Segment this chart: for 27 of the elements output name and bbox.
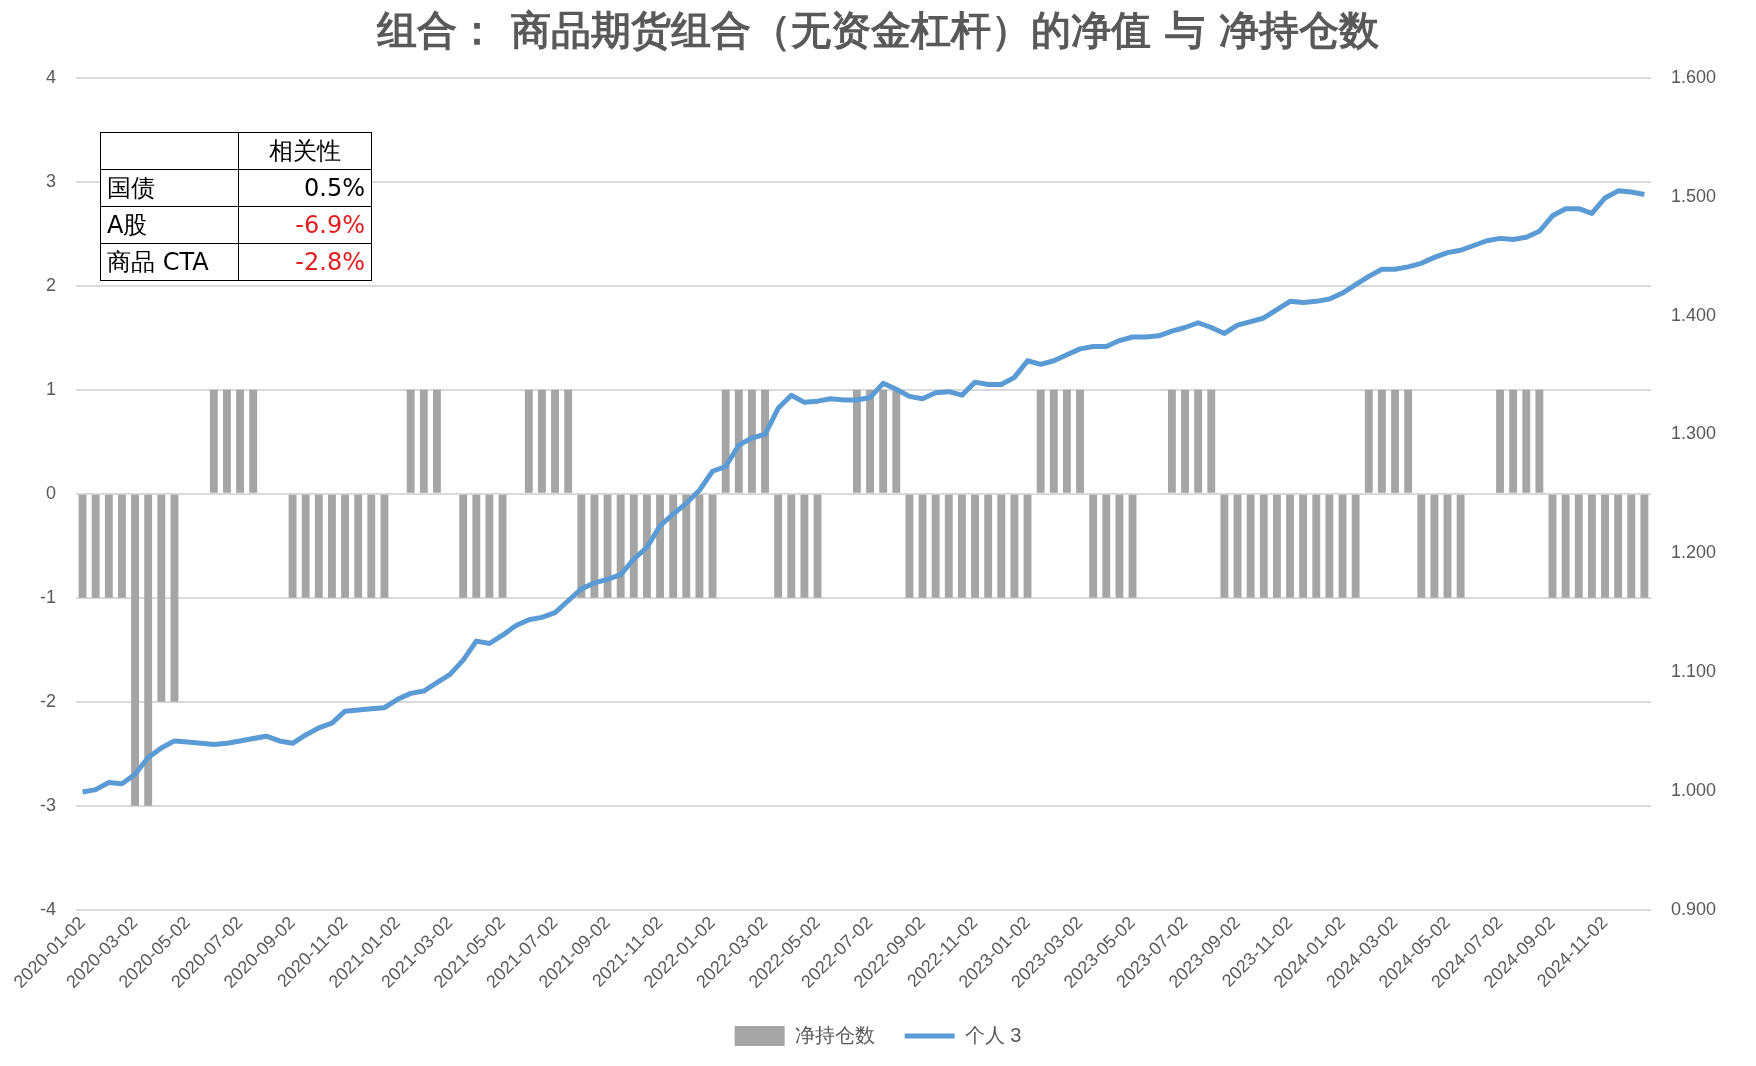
annotation: 国债: [100, 169, 239, 207]
y2-tick-label: 1.400: [1670, 304, 1716, 325]
y2-tick-label: 0.900: [1670, 898, 1716, 919]
y-tick-label: 3: [45, 170, 56, 191]
legend-label: 净持仓数: [794, 1023, 875, 1046]
y-tick-label: 2: [45, 274, 56, 295]
y-tick-label: 0: [45, 482, 56, 503]
annotation: 0.5%: [238, 169, 372, 207]
annotation: 商品 CTA: [100, 243, 239, 281]
annotation: 相关性: [238, 132, 372, 170]
chart-title: 组合： 商品期货组合（无资金杠杆）的净值 与 净持仓数: [376, 7, 1380, 54]
y2-tick-label: 1.600: [1670, 66, 1716, 87]
annotation: -2.8%: [238, 243, 372, 281]
y-tick-label: -3: [39, 794, 56, 815]
annotation: -6.9%: [238, 206, 372, 244]
y-tick-label: -2: [39, 690, 56, 711]
annotation: A股: [100, 206, 239, 244]
y-tick-label: 1: [45, 378, 56, 399]
y2-tick-label: 1.000: [1670, 779, 1716, 800]
y2-tick-label: 1.300: [1670, 423, 1716, 444]
y-tick-label: 4: [45, 66, 56, 87]
y2-tick-label: 1.200: [1670, 542, 1716, 563]
y-tick-label: -1: [39, 586, 56, 607]
legend-label: 个人 3: [964, 1023, 1022, 1046]
y2-tick-label: 1.500: [1670, 185, 1716, 206]
y-tick-label: -4: [39, 898, 56, 919]
y2-tick-label: 1.100: [1670, 660, 1716, 681]
